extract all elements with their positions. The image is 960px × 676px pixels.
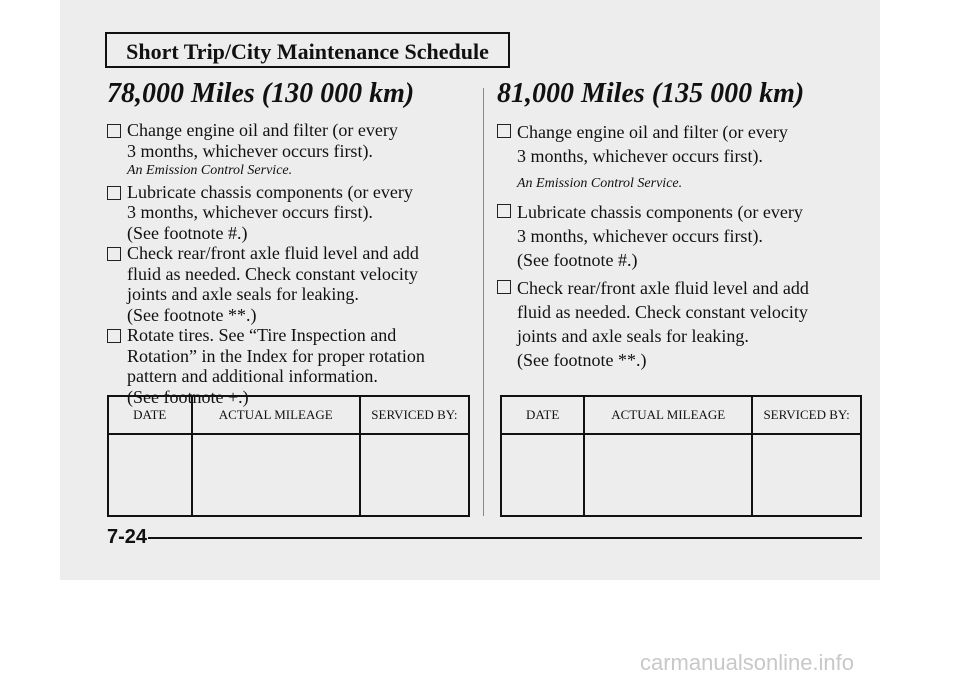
item-line: Lubricate chassis components (or every — [517, 202, 803, 222]
checklist-item: Lubricate chassis components (or every 3 … — [495, 200, 875, 272]
header-title: Short Trip/City Maintenance Schedule — [105, 32, 510, 68]
blank-row — [499, 433, 862, 517]
service-note: An Emission Control Service. — [127, 163, 293, 178]
service-record-table: DATE ACTUAL MILEAGE SERVICED BY: — [499, 395, 862, 517]
item-line: (See footnote #.) — [127, 222, 248, 243]
item-list: Change engine oil and filter (or every 3 … — [105, 120, 485, 407]
item-line: Check rear/front axle fluid level and ad… — [127, 243, 419, 263]
item-line: Change engine oil and filter (or every — [517, 122, 788, 142]
item-line: Rotation” in the Index for proper rotati… — [127, 345, 425, 366]
table-header: ACTUAL MILEAGE — [190, 395, 361, 435]
item-line: (See footnote **.) — [127, 304, 257, 325]
table-header: SERVICED BY: — [358, 395, 471, 435]
item-list: Change engine oil and filter (or every 3 … — [495, 120, 875, 376]
footer-rule — [148, 537, 862, 539]
item-line: 3 months, whichever occurs first). — [127, 202, 373, 222]
item-line: Rotate tires. See “Tire Inspection and — [127, 325, 397, 345]
column-title: 81,000 Miles (135 000 km) — [497, 78, 805, 109]
item-line: Lubricate chassis components (or every — [127, 181, 413, 202]
checklist-item: Change engine oil and filter (or every 3 … — [105, 120, 485, 161]
table-header: DATE — [499, 395, 586, 435]
column-title: 78,000 Miles (130 000 km) — [107, 78, 415, 109]
service-record-table: DATE ACTUAL MILEAGE SERVICED BY: — [107, 395, 471, 517]
watermark: carmanualsonline.info — [640, 650, 855, 675]
table-cell — [107, 433, 193, 517]
checklist-item: Change engine oil and filter (or every 3 … — [495, 120, 875, 168]
item-line: (See footnote **.) — [517, 350, 647, 370]
table-header: DATE — [107, 395, 193, 435]
page-number: 7-24 — [107, 526, 148, 548]
checkbox — [107, 329, 121, 343]
header-row: DATE ACTUAL MILEAGE SERVICED BY: — [499, 395, 862, 435]
table-header: ACTUAL MILEAGE — [583, 395, 754, 435]
item-line: fluid as needed. Check constant velocity — [127, 263, 418, 284]
item-line: 3 months, whichever occurs first). — [517, 226, 763, 246]
item-line: joints and axle seals for leaking. — [517, 326, 749, 346]
checkbox — [107, 247, 121, 261]
checkbox — [497, 204, 511, 218]
column-divider — [483, 88, 484, 516]
item-line: 3 months, whichever occurs first). — [127, 140, 373, 161]
item-line: joints and axle seals for leaking. — [127, 284, 359, 304]
item-line: (See footnote #.) — [517, 250, 638, 270]
table-cell — [358, 433, 471, 517]
checkbox — [107, 124, 121, 138]
table-cell — [190, 433, 361, 517]
table-cell — [751, 433, 862, 517]
item-line: pattern and additional information. — [127, 366, 378, 386]
checkbox — [497, 280, 511, 294]
checkbox — [497, 124, 511, 138]
checklist-item: Check rear/front axle fluid level and ad… — [495, 276, 875, 372]
item-line: Change engine oil and filter (or every — [127, 120, 398, 140]
item-line: fluid as needed. Check constant velocity — [517, 302, 808, 322]
service-note: An Emission Control Service. — [517, 176, 683, 191]
blank-row — [107, 433, 471, 517]
table-cell — [499, 433, 586, 517]
table-cell — [583, 433, 754, 517]
table-header: SERVICED BY: — [751, 395, 862, 435]
checklist-item: Lubricate chassis components (or every 3 … — [105, 182, 485, 244]
checkbox — [107, 185, 121, 200]
item-line: 3 months, whichever occurs first). — [517, 146, 763, 166]
header-row: DATE ACTUAL MILEAGE SERVICED BY: — [107, 395, 471, 435]
item-line: Check rear/front axle fluid level and ad… — [517, 278, 809, 298]
checklist-item: Check rear/front axle fluid level and ad… — [105, 243, 485, 325]
